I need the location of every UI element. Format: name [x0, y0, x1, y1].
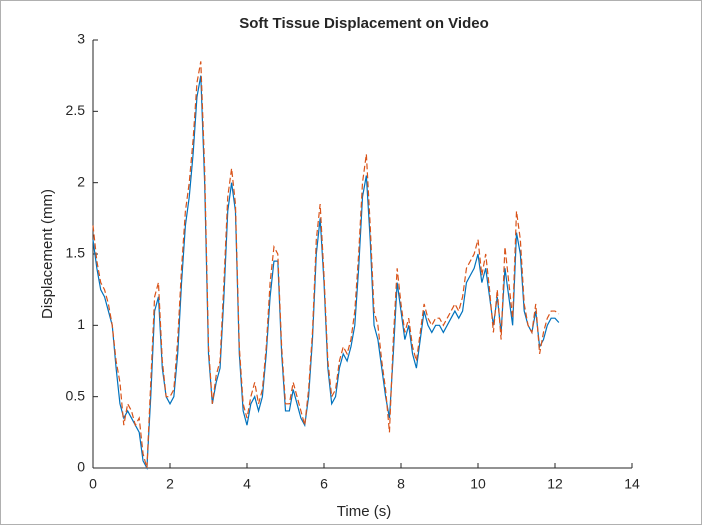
x-tick-label: 6 — [320, 476, 328, 492]
x-tick-label: 4 — [243, 476, 251, 492]
y-tick-label: 2.5 — [66, 102, 86, 118]
x-tick-label: 2 — [166, 476, 174, 492]
chart-title: Soft Tissue Displacement on Video — [239, 15, 489, 32]
data-line — [92, 61, 560, 469]
x-tick-label: 14 — [624, 476, 640, 492]
y-tick-label: 3 — [77, 31, 85, 47]
y-tick-label: 1.5 — [66, 245, 86, 261]
x-tick-label: 10 — [470, 476, 486, 492]
y-tick-label: 0 — [77, 459, 85, 475]
y-axis-label: Displacement (mm) — [39, 189, 56, 319]
y-tick-label: 1 — [77, 316, 85, 332]
x-axis-label: Time (s) — [337, 503, 391, 520]
x-tick-label: 12 — [547, 476, 563, 492]
y-tick-label: 0.5 — [66, 387, 86, 403]
x-tick-label: 0 — [89, 476, 97, 492]
y-tick-label: 2 — [77, 173, 85, 189]
x-tick-label: 8 — [397, 476, 405, 492]
